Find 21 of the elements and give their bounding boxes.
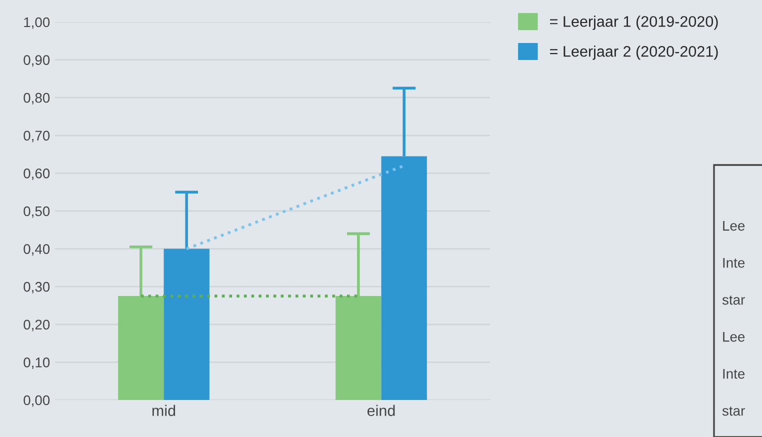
y-tick-label: 0,20 <box>24 320 50 332</box>
legend-label: = Leerjaar 2 (2020-2021) <box>550 46 718 60</box>
y-tick-label: 0,40 <box>24 244 50 256</box>
legend-label: = Leerjaar 1 (2019-2020) <box>550 16 718 30</box>
x-tick-label: mid <box>152 404 176 416</box>
y-tick-label: 0,10 <box>24 358 50 370</box>
text: star <box>722 296 745 305</box>
x-tick-label: eind <box>367 404 395 416</box>
text: Lee <box>723 221 745 231</box>
y-tick-label: 0,50 <box>24 206 50 218</box>
text: Lee <box>723 332 745 342</box>
text: Inte <box>723 369 745 379</box>
text: Inte <box>723 258 745 268</box>
y-tick-label: 1,00 <box>24 17 50 29</box>
y-tick-label: 0,90 <box>24 55 50 67</box>
y-tick-label: 0,30 <box>24 282 50 294</box>
y-tick-label: 0,00 <box>24 395 50 407</box>
y-tick-label: 0,60 <box>24 168 50 180</box>
text: star <box>722 406 745 416</box>
y-tick-label: 0,80 <box>24 92 50 104</box>
y-tick-label: 0,70 <box>24 130 50 142</box>
